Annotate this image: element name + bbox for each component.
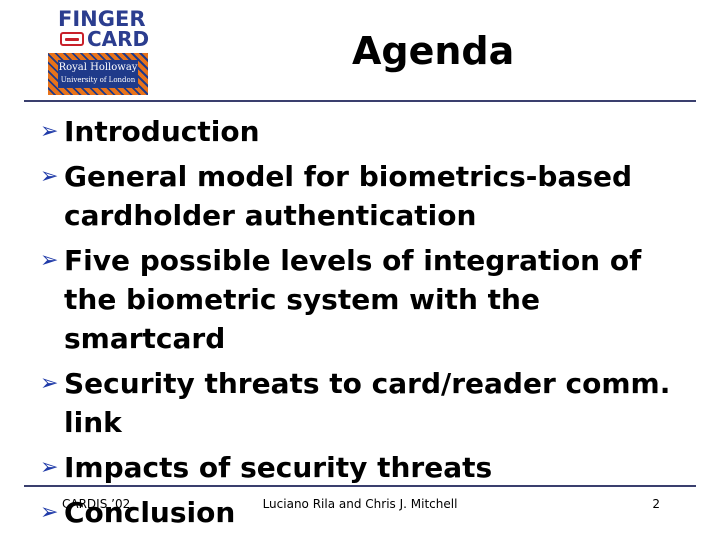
bullet-list: ➢ Introduction ➢ General model for biome… [40, 112, 680, 538]
fingercard-logo-finger: FINGER [58, 7, 146, 31]
fingercard-logo-card-row: CARD [60, 29, 149, 49]
bullet-item: ➢ Impacts of security threats [40, 448, 680, 487]
arrow-bullet-icon: ➢ [40, 164, 59, 189]
bullet-text: Impacts of security threats [64, 451, 493, 484]
institution-name: Royal Holloway [58, 62, 138, 73]
footer-page-number: 2 [652, 497, 660, 511]
bullet-item: ➢ Security threats to card/reader comm. … [40, 364, 680, 442]
bullet-item: ➢ General model for biometrics-based car… [40, 157, 680, 235]
bullet-text: General model for biometrics-based cardh… [64, 160, 633, 232]
bullet-text: Five possible levels of integration of t… [64, 244, 642, 355]
bullet-item: ➢ Introduction [40, 112, 680, 151]
fingercard-logo-card: CARD [87, 27, 150, 51]
bullet-text: Conclusion [64, 496, 236, 529]
top-divider [24, 100, 696, 102]
bullet-item: ➢ Conclusion [40, 493, 680, 532]
slide-title: Agenda [352, 29, 515, 73]
card-icon [60, 32, 84, 46]
arrow-bullet-icon: ➢ [40, 371, 59, 396]
institution-subname: University of London [60, 76, 136, 84]
bullet-text: Security threats to card/reader comm. li… [64, 367, 671, 439]
footer-authors: Luciano Rila and Chris J. Mitchell [262, 497, 458, 511]
royal-holloway-logo-panel: Royal Holloway University of London [58, 60, 138, 88]
arrow-bullet-icon: ➢ [40, 500, 59, 525]
bottom-divider [24, 485, 696, 487]
bullet-text: Introduction [64, 115, 260, 148]
arrow-bullet-icon: ➢ [40, 248, 59, 273]
arrow-bullet-icon: ➢ [40, 119, 59, 144]
royal-holloway-logo: Royal Holloway University of London [48, 53, 148, 95]
arrow-bullet-icon: ➢ [40, 455, 59, 480]
bullet-item: ➢ Five possible levels of integration of… [40, 241, 680, 358]
footer-conference: CARDIS ’02 [62, 497, 131, 511]
